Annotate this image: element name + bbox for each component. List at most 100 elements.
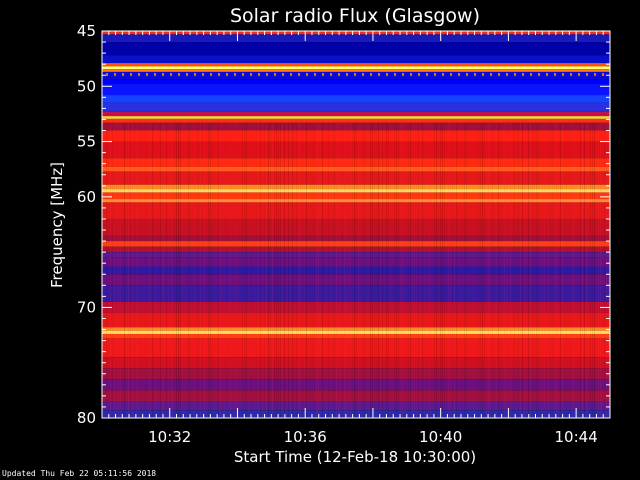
- noise-streak: [278, 122, 279, 418]
- interference-dot: [250, 73, 252, 77]
- x-tick-label: 10:36: [284, 428, 327, 446]
- frequency-band: [102, 122, 610, 131]
- noise-streak: [352, 123, 353, 418]
- noise-streak: [242, 122, 243, 418]
- noise-streak: [256, 123, 257, 418]
- noise-streak: [346, 122, 347, 418]
- noise-streak: [234, 122, 235, 418]
- noise-streak: [552, 123, 553, 418]
- interference-dot: [434, 73, 436, 77]
- frequency-band: [102, 102, 610, 112]
- noise-streak: [214, 123, 215, 418]
- noise-streak: [108, 123, 109, 418]
- noise-streak: [246, 122, 247, 418]
- noise-streak: [316, 122, 317, 418]
- noise-streak: [228, 123, 229, 418]
- noise-streak: [358, 122, 359, 418]
- frequency-band: [102, 312, 610, 328]
- noise-streak: [238, 122, 239, 418]
- interference-dot: [234, 73, 236, 77]
- frequency-band: [102, 235, 610, 242]
- noise-streak: [170, 123, 171, 418]
- interference-dot: [146, 73, 148, 77]
- frequency-band: [102, 167, 610, 172]
- frequency-band: [102, 202, 610, 219]
- noise-streak: [328, 122, 329, 418]
- noise-streak: [340, 122, 341, 418]
- frequency-band: [102, 79, 610, 85]
- noise-streak: [514, 122, 515, 418]
- interference-dot: [242, 73, 244, 77]
- frequency-band: [102, 130, 610, 142]
- interference-dot: [442, 73, 444, 77]
- frequency-band: [102, 184, 610, 190]
- noise-streak: [522, 122, 523, 418]
- noise-streak: [390, 122, 391, 418]
- noise-streak: [436, 122, 437, 418]
- noise-streak: [400, 122, 401, 418]
- noise-streak: [542, 122, 543, 418]
- noise-streak: [146, 123, 147, 418]
- noise-streak: [282, 122, 283, 418]
- noise-streak: [574, 123, 575, 418]
- noise-streak: [572, 122, 573, 418]
- interference-dot: [354, 73, 356, 77]
- noise-streak: [576, 123, 577, 418]
- noise-streak: [560, 122, 561, 418]
- noise-streak: [604, 122, 605, 418]
- noise-streak: [128, 122, 129, 418]
- noise-streak: [322, 122, 323, 418]
- noise-streak: [410, 122, 411, 418]
- noise-streak: [550, 123, 551, 418]
- y-axis-label: Frequency [MHz]: [48, 162, 66, 288]
- interference-dot: [586, 73, 588, 77]
- noise-streak: [376, 123, 377, 418]
- noise-streak: [586, 122, 587, 418]
- noise-streak: [370, 122, 371, 418]
- noise-streak: [564, 123, 565, 418]
- noise-streak: [470, 123, 471, 418]
- noise-streak: [106, 122, 107, 418]
- noise-streak: [334, 122, 335, 418]
- noise-streak: [230, 122, 231, 418]
- noise-streak: [254, 123, 255, 418]
- interference-dot: [226, 73, 228, 77]
- noise-streak: [368, 122, 369, 418]
- noise-streak: [460, 123, 461, 418]
- noise-streak: [478, 122, 479, 418]
- interference-dot: [210, 73, 212, 77]
- noise-streak: [344, 122, 345, 418]
- noise-streak: [152, 122, 153, 418]
- interference-dot: [114, 73, 116, 77]
- noise-streak: [446, 123, 447, 418]
- interference-dot: [338, 73, 340, 77]
- noise-streak: [424, 122, 425, 418]
- interference-dot: [322, 73, 324, 77]
- frequency-band: [102, 111, 610, 117]
- noise-streak: [366, 123, 367, 418]
- noise-streak: [220, 122, 221, 418]
- frequency-band: [102, 171, 610, 185]
- frequency-band: [102, 246, 610, 253]
- interference-dot: [506, 73, 508, 77]
- noise-streak: [374, 123, 375, 418]
- noise-streak: [288, 122, 289, 418]
- noise-streak: [166, 122, 167, 418]
- noise-streak: [482, 122, 483, 418]
- noise-streak: [406, 123, 407, 418]
- noise-streak: [158, 123, 159, 418]
- frequency-band: [102, 84, 610, 96]
- noise-streak: [444, 122, 445, 418]
- interference-dot: [362, 73, 364, 77]
- noise-streak: [608, 122, 609, 418]
- interference-dot: [106, 73, 108, 77]
- noise-streak: [582, 122, 583, 418]
- noise-streak: [312, 123, 313, 418]
- noise-streak: [384, 123, 385, 418]
- interference-dot: [330, 73, 332, 77]
- noise-streak: [276, 122, 277, 418]
- noise-streak: [226, 123, 227, 418]
- noise-streak: [388, 122, 389, 418]
- noise-streak: [364, 122, 365, 418]
